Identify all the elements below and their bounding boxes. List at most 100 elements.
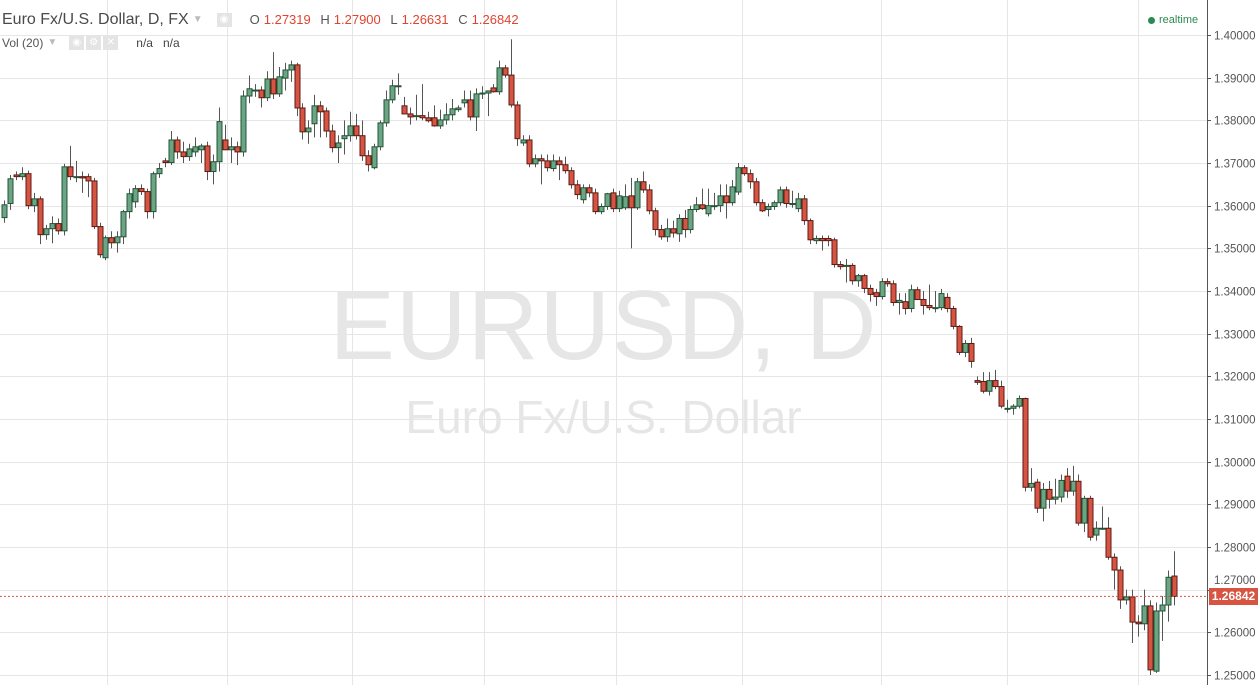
candle-body bbox=[323, 110, 330, 132]
candle-up bbox=[120, 209, 127, 245]
candle-down bbox=[526, 135, 533, 168]
candle-body bbox=[598, 206, 605, 213]
candle-body bbox=[884, 281, 891, 285]
candle-up bbox=[1081, 495, 1088, 533]
candle-down bbox=[514, 101, 521, 146]
candle-down bbox=[317, 101, 324, 138]
status-dot-icon bbox=[1148, 16, 1155, 24]
candle-body bbox=[329, 130, 336, 149]
candle-up bbox=[31, 192, 38, 213]
candle-up bbox=[634, 177, 641, 210]
candle-up bbox=[461, 90, 468, 108]
candle-up bbox=[377, 120, 384, 151]
low-label: L bbox=[390, 12, 398, 27]
candle-body bbox=[819, 238, 826, 242]
candle-down bbox=[658, 224, 665, 240]
watermark-symbol: EURUSD, D bbox=[329, 270, 878, 380]
candle-up bbox=[693, 197, 700, 213]
candle-body bbox=[950, 307, 957, 327]
candle-up bbox=[246, 75, 253, 104]
candle-up bbox=[264, 71, 271, 102]
candle-down bbox=[467, 90, 474, 121]
y-tick-label: 1.27000 bbox=[1214, 575, 1256, 587]
candle-body bbox=[759, 202, 766, 212]
candles bbox=[1, 39, 1178, 675]
candle-body bbox=[807, 220, 814, 241]
candle-body bbox=[216, 121, 223, 163]
volume-label[interactable]: Vol (20) bbox=[2, 36, 44, 50]
candle-down bbox=[890, 280, 897, 306]
candle-down bbox=[270, 52, 277, 99]
candle-up bbox=[443, 103, 450, 125]
candle-body bbox=[920, 299, 927, 307]
eye-icon[interactable]: ◉ bbox=[216, 13, 232, 27]
candle-body bbox=[711, 205, 718, 208]
ohlc-values: O 1.27319 H 1.27900 L 1.26631 C 1.26842 bbox=[244, 10, 519, 30]
candle-down bbox=[1064, 468, 1071, 498]
y-tick-label: 1.33000 bbox=[1214, 330, 1256, 342]
candle-down bbox=[861, 273, 868, 294]
candle-body bbox=[288, 64, 295, 71]
candle-down bbox=[819, 235, 826, 251]
candle-up bbox=[228, 137, 235, 163]
candle-down bbox=[323, 107, 330, 138]
candle-body bbox=[347, 125, 354, 137]
candle-body bbox=[1135, 621, 1142, 625]
symbol-title[interactable]: Euro Fx/U.S. Dollar, D, FX bbox=[2, 11, 189, 28]
candle-body bbox=[502, 67, 509, 76]
candle-body bbox=[544, 160, 551, 169]
y-tick-label: 1.32000 bbox=[1214, 372, 1256, 384]
candle-down bbox=[97, 222, 104, 258]
candle-body bbox=[341, 135, 348, 140]
candle-down bbox=[944, 293, 951, 313]
candle-up bbox=[550, 154, 557, 172]
candle-up bbox=[622, 184, 629, 210]
candle-body bbox=[359, 135, 366, 157]
gear-icon[interactable]: ⚙ bbox=[86, 36, 102, 50]
candle-body bbox=[813, 238, 820, 242]
candle-body bbox=[383, 99, 390, 124]
candle-body bbox=[586, 187, 593, 194]
open-value: 1.27319 bbox=[263, 12, 311, 27]
candle-up bbox=[1028, 468, 1035, 492]
candle-down bbox=[222, 124, 229, 151]
candle-body bbox=[413, 115, 420, 118]
candle-down bbox=[998, 380, 1005, 409]
candle-down bbox=[670, 220, 677, 238]
eye-icon[interactable]: ◉ bbox=[69, 36, 85, 50]
candle-body bbox=[91, 180, 98, 228]
candle-body bbox=[449, 108, 456, 116]
candle-body bbox=[67, 166, 74, 178]
candle-body bbox=[1099, 527, 1106, 530]
candle-down bbox=[365, 150, 372, 172]
candle-body bbox=[1010, 405, 1017, 409]
candle-up bbox=[288, 60, 295, 82]
candle-down bbox=[407, 107, 414, 125]
candle-up bbox=[168, 131, 175, 166]
price-axis[interactable]: 1.25000 1.26000 1.27000 1.28000 1.29000 1.300… bbox=[1207, 31, 1256, 683]
candle-body bbox=[496, 67, 503, 93]
candle-up bbox=[479, 86, 486, 99]
candle-body bbox=[765, 206, 772, 211]
candle-body bbox=[455, 107, 462, 111]
candle-body bbox=[97, 226, 104, 256]
chevron-down-icon[interactable]: ▼ bbox=[192, 14, 203, 25]
candle-body bbox=[1070, 480, 1077, 492]
candle-up bbox=[938, 288, 945, 311]
candle-down bbox=[1034, 478, 1041, 513]
candle-body bbox=[55, 223, 62, 232]
candle-down bbox=[652, 207, 659, 236]
candle-body bbox=[658, 229, 665, 238]
candle-body bbox=[467, 99, 474, 118]
candle-up bbox=[252, 84, 259, 97]
candle-down bbox=[974, 376, 981, 385]
candle-down bbox=[108, 231, 115, 249]
candle-down bbox=[926, 284, 933, 311]
chevron-down-icon[interactable]: ▼ bbox=[47, 37, 58, 48]
close-icon[interactable]: ✕ bbox=[103, 36, 119, 50]
candle-body bbox=[150, 173, 157, 213]
candle-body bbox=[926, 305, 933, 309]
candle-body bbox=[753, 181, 760, 204]
candle-body bbox=[7, 178, 14, 205]
